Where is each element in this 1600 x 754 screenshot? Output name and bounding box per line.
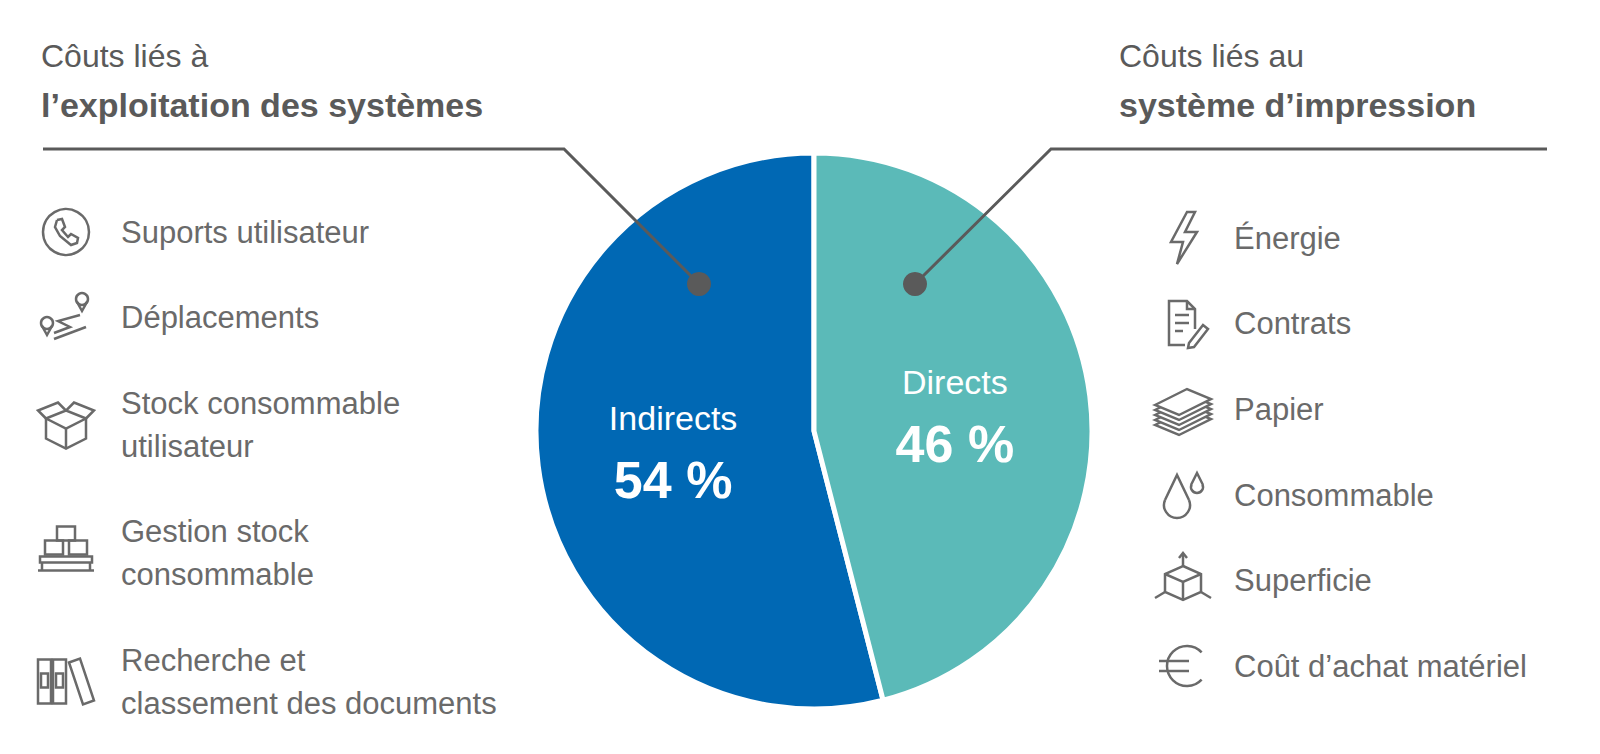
svg-text:Consommable: Consommable: [1234, 478, 1434, 513]
svg-text:Côuts liés à: Côuts liés à: [41, 38, 208, 74]
svg-text:consommable: consommable: [121, 557, 314, 592]
svg-text:54 %: 54 %: [614, 451, 733, 509]
svg-text:Gestion stock: Gestion stock: [121, 514, 309, 549]
svg-text:Recherche et: Recherche et: [121, 643, 306, 678]
svg-text:Côuts liés au: Côuts liés au: [1119, 38, 1304, 74]
svg-text:l’exploitation des systèmes: l’exploitation des systèmes: [41, 86, 483, 124]
svg-text:Coût d’achat matériel: Coût d’achat matériel: [1234, 649, 1527, 684]
svg-text:Directs: Directs: [902, 363, 1008, 401]
svg-text:46 %: 46 %: [896, 415, 1015, 473]
svg-text:Superficie: Superficie: [1234, 563, 1372, 598]
svg-text:Déplacements: Déplacements: [121, 300, 319, 335]
svg-text:système d’impression: système d’impression: [1119, 86, 1476, 124]
svg-text:Énergie: Énergie: [1234, 221, 1341, 256]
svg-text:Stock consommable: Stock consommable: [121, 386, 400, 421]
svg-text:Papier: Papier: [1234, 392, 1324, 427]
svg-text:classement des documents: classement des documents: [121, 686, 497, 721]
svg-text:Contrats: Contrats: [1234, 306, 1351, 341]
svg-text:Suports utilisateur: Suports utilisateur: [121, 215, 369, 250]
svg-text:Indirects: Indirects: [609, 399, 738, 437]
svg-text:utilisateur: utilisateur: [121, 429, 254, 464]
